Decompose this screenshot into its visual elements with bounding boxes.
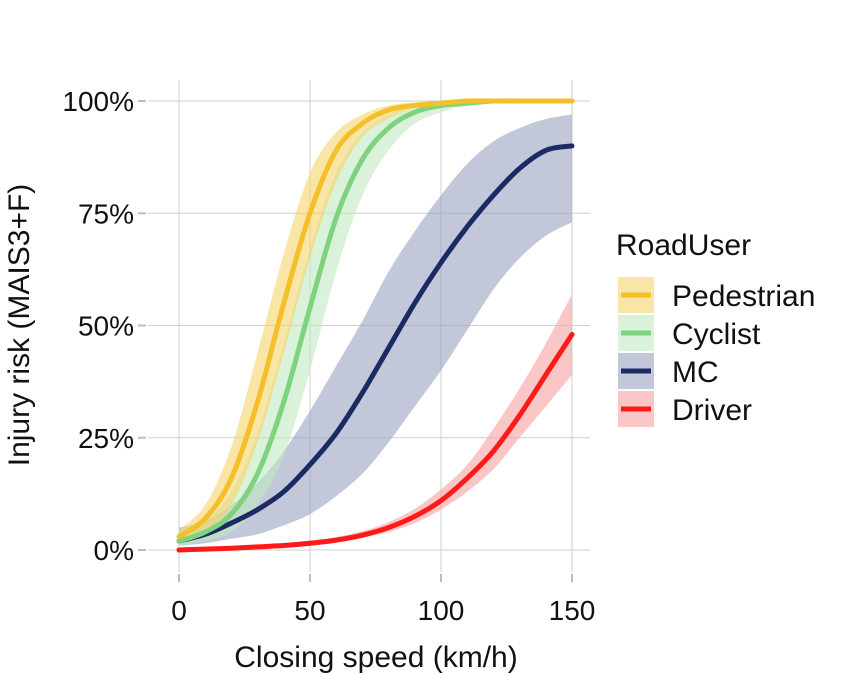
legend-label-mc: MC xyxy=(672,356,719,389)
legend-item-driver: Driver xyxy=(618,391,752,427)
pedestrian-confidence-band xyxy=(179,100,572,542)
legend-label-cyclist: Cyclist xyxy=(672,318,761,351)
pedestrian-line xyxy=(176,98,575,540)
x-axis-title: Closing speed (km/h) xyxy=(234,641,517,674)
y-axis-title: Injury risk (MAIS3+F) xyxy=(3,184,36,467)
axis-ticks: 0 50 100 150 0% 25% 50% 75% 100% xyxy=(62,86,595,626)
y-tick-label: 100% xyxy=(62,86,134,117)
x-tick-label: 150 xyxy=(549,595,596,626)
y-tick-label: 50% xyxy=(78,311,134,342)
legend-item-mc: MC xyxy=(618,353,719,389)
legend-label-driver: Driver xyxy=(672,394,752,427)
legend-item-pedestrian: Pedestrian xyxy=(618,277,815,313)
mc-line xyxy=(176,143,575,544)
cyclist-confidence-band xyxy=(179,100,572,546)
x-tick-label: 100 xyxy=(418,595,465,626)
driver-line xyxy=(176,331,575,553)
legend-item-cyclist: Cyclist xyxy=(618,315,761,351)
series-lines xyxy=(176,98,575,553)
x-tick-label: 50 xyxy=(294,595,325,626)
legend-label-pedestrian: Pedestrian xyxy=(672,280,815,313)
y-tick-label: 25% xyxy=(78,423,134,454)
y-tick-label: 0% xyxy=(94,535,134,566)
driver-confidence-band xyxy=(179,294,572,550)
y-tick-label: 75% xyxy=(78,198,134,229)
legend-title: RoadUser xyxy=(616,229,751,262)
x-tick-label: 0 xyxy=(171,595,187,626)
legend: RoadUser Pedestrian Cyclist MC Driver xyxy=(616,229,815,427)
